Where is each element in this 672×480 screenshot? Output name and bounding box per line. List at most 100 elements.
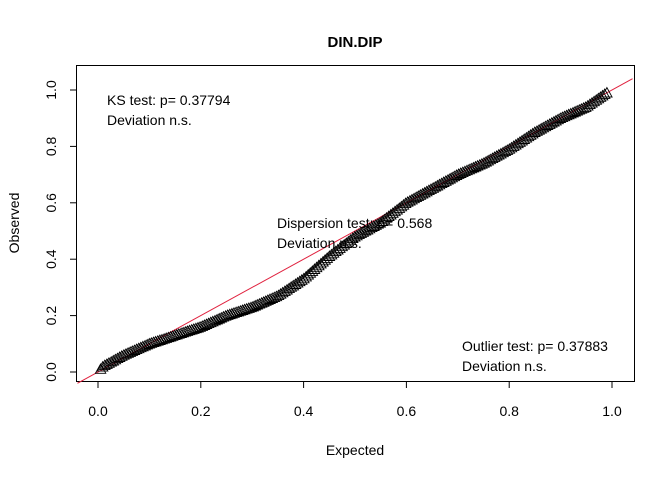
data-point <box>431 179 444 191</box>
data-point <box>505 141 518 153</box>
data-point <box>520 131 533 143</box>
data-point <box>105 355 118 367</box>
data-point <box>535 122 548 134</box>
data-point <box>285 280 298 292</box>
data-point <box>302 268 315 280</box>
data-point <box>357 225 370 237</box>
data-point <box>365 221 378 233</box>
data-point <box>475 157 488 169</box>
data-point <box>346 232 359 244</box>
data-point <box>367 220 380 231</box>
data-point <box>435 177 448 189</box>
data-point <box>414 188 427 200</box>
data-point <box>353 228 365 240</box>
data-point <box>577 101 590 113</box>
data-point <box>100 358 113 369</box>
data-point <box>600 86 613 98</box>
data-points <box>94 86 613 374</box>
data-point <box>308 263 321 274</box>
ks-deviation-text: Deviation n.s. <box>107 112 192 128</box>
y-tick-label: 0.8 <box>43 136 59 156</box>
dispersion-deviation-text: Deviation n.s. <box>277 235 362 251</box>
data-point <box>522 130 535 142</box>
data-point <box>518 133 531 144</box>
data-point <box>297 272 310 284</box>
data-point <box>478 156 490 168</box>
data-point <box>425 183 437 194</box>
data-point <box>408 192 421 204</box>
data-point <box>317 255 329 267</box>
data-point <box>528 126 541 137</box>
data-point <box>550 114 562 126</box>
x-tick-label: 0.2 <box>191 403 211 419</box>
data-point <box>281 283 293 295</box>
data-point <box>300 270 313 282</box>
data-point <box>533 123 546 135</box>
data-point <box>295 273 308 285</box>
data-point <box>511 137 524 149</box>
data-point <box>543 118 556 129</box>
data-point <box>418 186 431 198</box>
data-point <box>531 125 543 136</box>
data-point <box>488 151 501 162</box>
data-point <box>448 170 461 182</box>
data-point <box>304 266 317 278</box>
x-tick-label: 0.0 <box>88 403 108 419</box>
data-point <box>412 190 425 201</box>
y-tick-label: 0.0 <box>43 362 59 382</box>
data-point <box>439 174 452 186</box>
data-point <box>437 176 450 187</box>
y-tick-label: 0.4 <box>43 249 59 269</box>
outlier-test-text: Outlier test: p= 0.37883 <box>462 338 608 354</box>
data-point <box>480 155 493 167</box>
data-point <box>406 193 418 205</box>
y-tick-label: 1.0 <box>43 80 59 100</box>
data-point <box>98 359 111 371</box>
data-point <box>397 198 410 210</box>
data-point <box>420 185 433 197</box>
data-point <box>473 158 486 170</box>
data-point <box>547 115 560 127</box>
data-point <box>482 154 495 166</box>
data-point <box>509 138 522 150</box>
chart-title: DIN.DIP <box>327 34 382 51</box>
data-point <box>537 121 550 133</box>
data-point <box>507 140 520 151</box>
x-axis-ticks: 0.0 0.2 0.4 0.6 0.8 1.0 <box>88 381 622 419</box>
data-point <box>598 88 611 99</box>
data-point <box>319 253 332 265</box>
data-point <box>433 178 446 190</box>
data-point <box>306 265 319 276</box>
x-tick-label: 1.0 <box>602 403 622 419</box>
y-axis-ticks: 0.0 0.2 0.4 0.6 0.8 1.0 <box>43 80 77 382</box>
data-point <box>355 227 368 238</box>
data-point <box>410 191 423 203</box>
data-point <box>270 290 283 302</box>
data-point <box>442 173 454 185</box>
data-point <box>446 171 459 183</box>
data-point <box>289 278 302 289</box>
data-point <box>484 153 497 165</box>
x-tick-label: 0.4 <box>294 403 314 419</box>
data-point <box>310 261 323 273</box>
data-point <box>283 282 296 294</box>
data-point <box>486 152 499 164</box>
data-point <box>111 352 124 364</box>
data-point <box>109 353 122 365</box>
data-point <box>514 135 526 147</box>
data-point <box>444 172 457 184</box>
x-axis-label: Expected <box>326 442 384 458</box>
data-point <box>541 119 554 130</box>
data-point <box>266 292 279 303</box>
x-tick-label: 0.6 <box>397 403 417 419</box>
data-point <box>361 223 374 235</box>
y-tick-label: 0.6 <box>43 193 59 213</box>
data-point <box>516 134 529 146</box>
y-axis-label: Observed <box>6 193 22 254</box>
x-tick-label: 0.8 <box>499 403 519 419</box>
data-point <box>494 147 507 159</box>
data-point <box>321 252 334 263</box>
data-point <box>539 120 552 132</box>
data-point <box>370 218 382 230</box>
